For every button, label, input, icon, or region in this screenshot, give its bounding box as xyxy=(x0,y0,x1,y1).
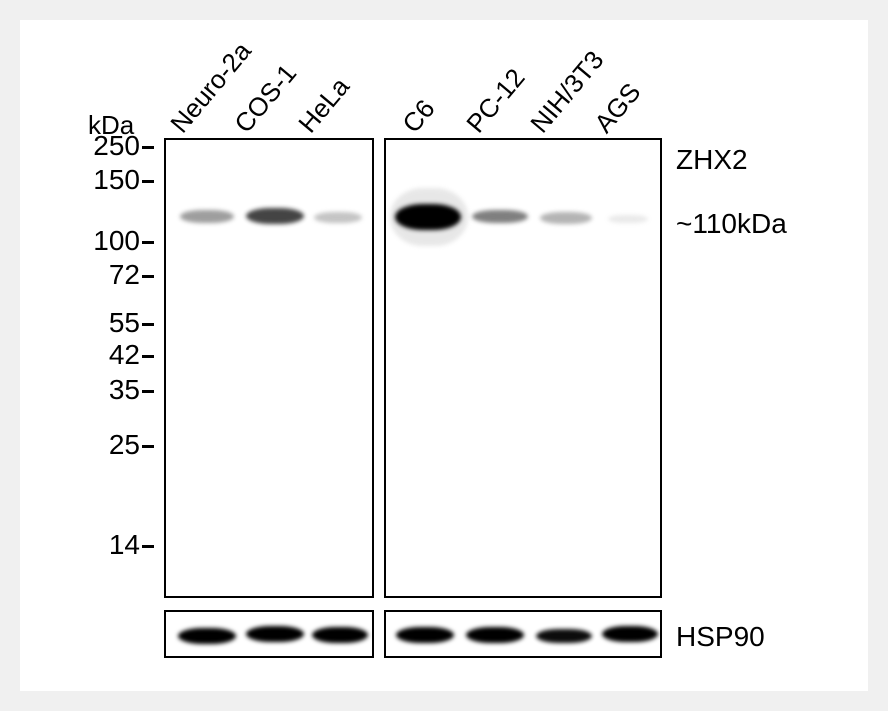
observed-size-label: ~110kDa xyxy=(676,208,787,240)
kda-value: 100 xyxy=(70,225,140,257)
kda-value: 250 xyxy=(70,130,140,162)
kda-value: 55 xyxy=(70,307,140,339)
kda-value: 42 xyxy=(70,339,140,371)
kda-tick xyxy=(142,390,154,393)
loading-band xyxy=(246,626,304,642)
target-band xyxy=(540,212,592,224)
kda-value: 25 xyxy=(70,429,140,461)
loading-control-label: HSP90 xyxy=(676,621,765,653)
lane-label: HeLa xyxy=(292,71,356,139)
kda-tick xyxy=(142,241,154,244)
lane-label: C6 xyxy=(396,94,441,139)
kda-value: 150 xyxy=(70,164,140,196)
loading-band xyxy=(312,627,368,643)
loading-band xyxy=(178,628,236,644)
target-band xyxy=(395,204,461,230)
target-band xyxy=(246,208,304,224)
target-band xyxy=(472,210,528,223)
loading-band xyxy=(396,627,454,643)
target-band xyxy=(608,215,648,223)
kda-tick xyxy=(142,146,154,149)
western-blot-figure: kDa 250150100725542352514 Neuro-2aCOS-1H… xyxy=(20,20,868,691)
target-band xyxy=(180,210,234,223)
kda-tick xyxy=(142,323,154,326)
lane-label: AGS xyxy=(588,77,647,139)
loading-band xyxy=(602,626,658,642)
kda-tick xyxy=(142,545,154,548)
kda-tick xyxy=(142,445,154,448)
kda-tick xyxy=(142,275,154,278)
loading-band xyxy=(466,627,524,643)
kda-value: 35 xyxy=(70,374,140,406)
loading-band xyxy=(536,629,592,643)
target-band xyxy=(314,212,362,223)
blot-panel-main-left xyxy=(164,138,374,598)
lane-label: PC-12 xyxy=(460,63,531,139)
kda-tick xyxy=(142,180,154,183)
kda-value: 72 xyxy=(70,259,140,291)
kda-tick xyxy=(142,355,154,358)
target-protein-label: ZHX2 xyxy=(676,144,748,176)
kda-value: 14 xyxy=(70,529,140,561)
